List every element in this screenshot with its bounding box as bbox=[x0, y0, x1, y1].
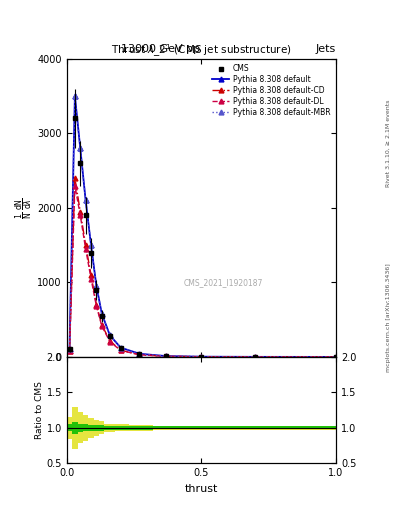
Bar bbox=[183, 426, 228, 429]
Pythia 8.308 default-CD bbox=[118, 347, 123, 353]
Pythia 8.308 default bbox=[78, 145, 83, 152]
Pythia 8.308 default-DL bbox=[334, 354, 338, 360]
Pythia 8.308 default-DL bbox=[67, 348, 72, 354]
Line: Pythia 8.308 default-MBR: Pythia 8.308 default-MBR bbox=[67, 94, 338, 359]
Pythia 8.308 default bbox=[73, 93, 77, 99]
Pythia 8.308 default-CD bbox=[99, 322, 104, 328]
Pythia 8.308 default-CD bbox=[94, 302, 99, 308]
Text: Jets: Jets bbox=[316, 44, 336, 54]
Pythia 8.308 default-CD bbox=[199, 354, 204, 360]
Y-axis label: $\frac{1}{\mathrm{N}}\,\frac{\mathrm{dN}}{\mathrm{d}\lambda}$: $\frac{1}{\mathrm{N}}\,\frac{\mathrm{dN}… bbox=[13, 197, 35, 219]
Bar bbox=[99, 425, 105, 431]
Pythia 8.308 default-MBR bbox=[334, 354, 338, 360]
Pythia 8.308 default-CD bbox=[334, 354, 338, 360]
Pythia 8.308 default-DL bbox=[118, 347, 123, 353]
Pythia 8.308 default-CD bbox=[253, 354, 258, 360]
Bar bbox=[77, 412, 83, 443]
Pythia 8.308 default bbox=[83, 197, 88, 203]
Pythia 8.308 default-DL bbox=[83, 246, 88, 252]
Bar bbox=[94, 425, 99, 431]
Pythia 8.308 default-DL bbox=[137, 352, 142, 358]
Pythia 8.308 default-DL bbox=[89, 275, 94, 282]
Title: Thrust $\lambda\_2^1$ (CMS jet substructure): Thrust $\lambda\_2^1$ (CMS jet substruct… bbox=[111, 42, 292, 59]
Pythia 8.308 default bbox=[118, 345, 123, 351]
Pythia 8.308 default-DL bbox=[199, 354, 204, 360]
Bar bbox=[183, 426, 228, 430]
Pythia 8.308 default-CD bbox=[83, 242, 88, 248]
Pythia 8.308 default-DL bbox=[164, 353, 169, 359]
Pythia 8.308 default-MBR bbox=[108, 332, 112, 338]
Bar bbox=[105, 426, 115, 430]
Bar bbox=[129, 426, 153, 430]
Line: Pythia 8.308 default-CD: Pythia 8.308 default-CD bbox=[67, 176, 338, 359]
Bar bbox=[129, 425, 153, 431]
Pythia 8.308 default bbox=[253, 354, 258, 360]
Pythia 8.308 default bbox=[199, 354, 204, 360]
Bar bbox=[72, 407, 77, 449]
Bar bbox=[88, 418, 94, 438]
Text: mcplots.cern.ch [arXiv:1306.3436]: mcplots.cern.ch [arXiv:1306.3436] bbox=[386, 263, 391, 372]
Pythia 8.308 default-CD bbox=[78, 208, 83, 215]
Bar bbox=[228, 426, 296, 429]
Pythia 8.308 default-MBR bbox=[199, 354, 204, 360]
Line: Pythia 8.308 default: Pythia 8.308 default bbox=[67, 94, 338, 359]
Pythia 8.308 default-CD bbox=[67, 348, 72, 354]
Pythia 8.308 default-MBR bbox=[137, 351, 142, 357]
Pythia 8.308 default-MBR bbox=[78, 145, 83, 152]
Bar bbox=[94, 420, 99, 436]
Pythia 8.308 default-MBR bbox=[89, 242, 94, 248]
Bar bbox=[115, 426, 129, 430]
Pythia 8.308 default-MBR bbox=[253, 354, 258, 360]
Text: 13000 GeV pp: 13000 GeV pp bbox=[121, 44, 200, 54]
Bar bbox=[228, 426, 296, 430]
Pythia 8.308 default bbox=[99, 311, 104, 317]
Line: Pythia 8.308 default-DL: Pythia 8.308 default-DL bbox=[67, 183, 338, 359]
Pythia 8.308 default-MBR bbox=[73, 93, 77, 99]
Pythia 8.308 default-MBR bbox=[67, 347, 72, 353]
Bar bbox=[83, 424, 88, 432]
Bar bbox=[83, 415, 88, 441]
Bar bbox=[105, 423, 115, 432]
Bar bbox=[296, 426, 336, 430]
Pythia 8.308 default bbox=[89, 242, 94, 248]
Bar bbox=[67, 417, 72, 438]
Pythia 8.308 default-CD bbox=[108, 338, 112, 344]
Pythia 8.308 default-MBR bbox=[164, 353, 169, 359]
Pythia 8.308 default bbox=[137, 351, 142, 357]
Bar bbox=[115, 424, 129, 432]
Bar bbox=[153, 426, 183, 429]
Pythia 8.308 default bbox=[164, 353, 169, 359]
Pythia 8.308 default-MBR bbox=[94, 283, 99, 289]
Pythia 8.308 default bbox=[94, 283, 99, 289]
Pythia 8.308 default-DL bbox=[99, 323, 104, 329]
X-axis label: thrust: thrust bbox=[185, 484, 218, 494]
Text: CMS_2021_I1920187: CMS_2021_I1920187 bbox=[183, 278, 263, 287]
Y-axis label: Ratio to CMS: Ratio to CMS bbox=[35, 381, 44, 439]
Bar bbox=[88, 425, 94, 431]
Pythia 8.308 default-MBR bbox=[83, 197, 88, 203]
Pythia 8.308 default-DL bbox=[253, 354, 258, 360]
Bar bbox=[296, 426, 336, 429]
Pythia 8.308 default-CD bbox=[89, 272, 94, 278]
Pythia 8.308 default-CD bbox=[137, 352, 142, 358]
Pythia 8.308 default-CD bbox=[73, 175, 77, 181]
Text: Rivet 3.1.10, ≥ 2.1M events: Rivet 3.1.10, ≥ 2.1M events bbox=[386, 100, 391, 187]
Pythia 8.308 default-DL bbox=[94, 303, 99, 309]
Pythia 8.308 default-MBR bbox=[99, 311, 104, 317]
Pythia 8.308 default bbox=[67, 347, 72, 353]
Pythia 8.308 default-CD bbox=[164, 353, 169, 359]
Bar bbox=[99, 421, 105, 434]
Bar bbox=[67, 424, 72, 432]
Bar bbox=[77, 423, 83, 432]
Pythia 8.308 default-DL bbox=[108, 338, 112, 345]
Legend: CMS, Pythia 8.308 default, Pythia 8.308 default-CD, Pythia 8.308 default-DL, Pyt: CMS, Pythia 8.308 default, Pythia 8.308 … bbox=[211, 62, 332, 118]
Pythia 8.308 default bbox=[334, 354, 338, 360]
Pythia 8.308 default-DL bbox=[78, 212, 83, 219]
Pythia 8.308 default-MBR bbox=[118, 345, 123, 351]
Bar bbox=[153, 426, 183, 430]
Bar bbox=[72, 422, 77, 434]
Pythia 8.308 default bbox=[108, 332, 112, 338]
Pythia 8.308 default-DL bbox=[73, 182, 77, 188]
